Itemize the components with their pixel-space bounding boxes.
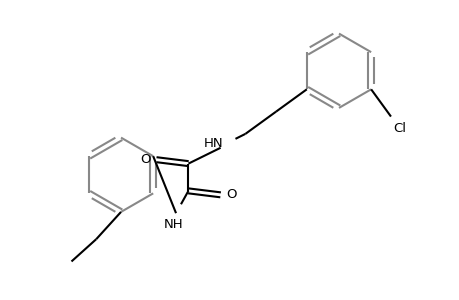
Text: Cl: Cl bbox=[392, 122, 406, 134]
Text: NH: NH bbox=[163, 218, 183, 231]
Text: O: O bbox=[140, 153, 150, 166]
Text: HN: HN bbox=[203, 137, 223, 150]
Text: O: O bbox=[226, 188, 236, 201]
